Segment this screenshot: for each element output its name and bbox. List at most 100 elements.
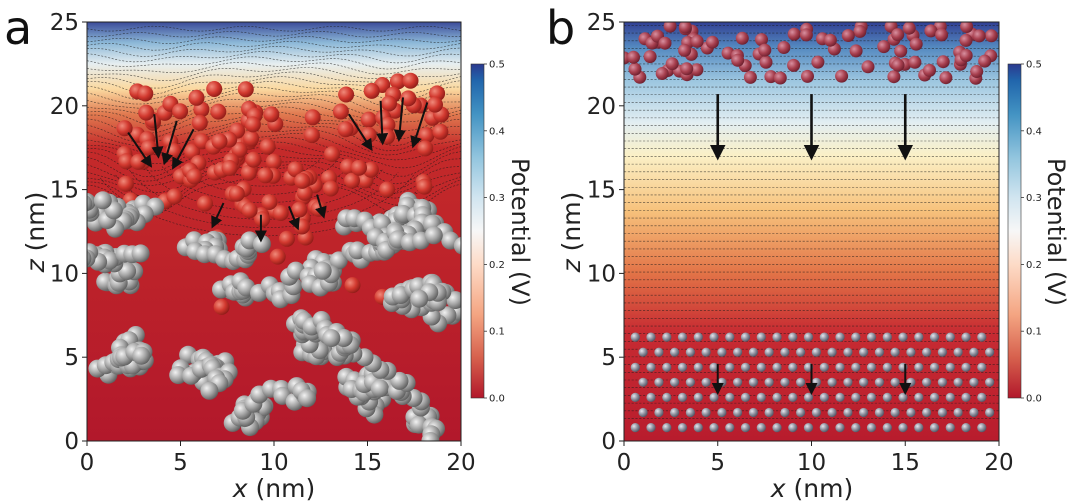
electrode-atom bbox=[685, 377, 696, 387]
ion-sphere bbox=[254, 211, 271, 228]
panel-b-atoms bbox=[624, 22, 998, 433]
ion-sphere bbox=[923, 63, 936, 77]
ion-sphere bbox=[735, 31, 749, 45]
electrode-atom bbox=[843, 407, 853, 418]
electrode-atom bbox=[780, 377, 790, 387]
ion-sphere bbox=[853, 24, 867, 38]
ion-sphere bbox=[137, 85, 154, 102]
electrode-atom bbox=[662, 423, 672, 433]
ion-sphere bbox=[338, 86, 355, 103]
electrode-atom bbox=[662, 392, 672, 402]
ion-sphere bbox=[427, 96, 443, 113]
ion-sphere bbox=[823, 33, 837, 47]
electrode-atom bbox=[748, 347, 759, 357]
electrode-atom bbox=[421, 432, 440, 441]
electrode-atom bbox=[945, 332, 955, 342]
electrode-atom bbox=[969, 377, 979, 387]
ion-sphere bbox=[678, 43, 692, 57]
equipotential-line bbox=[130, 172, 399, 220]
electrode-atom bbox=[788, 423, 798, 433]
electrode-atom bbox=[788, 392, 798, 402]
ion-sphere bbox=[418, 127, 435, 144]
equipotential-line bbox=[87, 81, 461, 102]
ion-sphere bbox=[269, 248, 286, 265]
ion-sphere bbox=[902, 22, 916, 35]
field-arrow bbox=[172, 128, 195, 170]
ion-sphere bbox=[138, 104, 155, 121]
ion-sphere bbox=[400, 90, 417, 107]
ion-sphere bbox=[231, 141, 248, 158]
ion-sphere bbox=[211, 133, 228, 150]
ion-sphere bbox=[432, 123, 449, 140]
electrode-atom bbox=[725, 423, 735, 433]
ion-sphere bbox=[257, 167, 274, 184]
electrode-atom bbox=[709, 392, 719, 402]
equipotential-line bbox=[87, 51, 461, 64]
electrode-atom bbox=[756, 362, 766, 372]
ion-sphere bbox=[360, 111, 377, 128]
electrode-atom bbox=[638, 407, 648, 418]
electrode-atom bbox=[977, 392, 987, 402]
panel-b-field-arrows bbox=[709, 94, 914, 396]
electrode-atom bbox=[788, 332, 798, 342]
electrode-atom bbox=[819, 332, 829, 342]
electrode-atom bbox=[851, 332, 861, 342]
equipotential-line bbox=[87, 31, 461, 38]
electrode-atom bbox=[630, 362, 640, 372]
ion-sphere bbox=[984, 29, 998, 43]
colorbar-tick-label: 0.2 bbox=[1026, 260, 1042, 271]
ion-sphere bbox=[278, 230, 295, 247]
ion-sphere bbox=[759, 55, 773, 69]
electrode-atom bbox=[977, 423, 987, 433]
x-tick-label: 0 bbox=[617, 450, 632, 476]
electrode-atom bbox=[985, 347, 995, 357]
ion-sphere bbox=[627, 50, 640, 64]
ion-sphere bbox=[801, 69, 814, 83]
electrode-atom bbox=[803, 392, 814, 402]
panel-a-xlabel: x (nm) bbox=[232, 474, 315, 503]
electrode-atom bbox=[132, 346, 151, 365]
panel-b-x-ticks: 0 5 10 15 20 bbox=[617, 441, 1014, 476]
ion-sphere bbox=[322, 180, 339, 197]
electrode-atom bbox=[898, 423, 908, 433]
electrode-atom bbox=[874, 407, 885, 418]
electrode-atom bbox=[709, 423, 719, 433]
panel-a-colorbar-ticks: 0.0 0.1 0.2 0.3 0.4 0.5 bbox=[484, 60, 505, 405]
equipotential-line bbox=[87, 25, 461, 32]
electrode-atom bbox=[733, 347, 743, 357]
electrode-atom bbox=[977, 332, 987, 342]
electrode-atom bbox=[937, 407, 948, 418]
ion-sphere bbox=[908, 55, 922, 69]
electrode-atom bbox=[772, 392, 782, 402]
electrode-atom bbox=[334, 329, 353, 347]
electrode-atom bbox=[370, 379, 389, 398]
electrode-atom bbox=[803, 332, 814, 342]
electrode-atom bbox=[882, 362, 892, 372]
electrode-atom bbox=[843, 347, 853, 357]
electrode-atom bbox=[693, 332, 703, 342]
ion-sphere bbox=[894, 44, 908, 58]
electrode-atom bbox=[906, 377, 916, 387]
equipotential-line bbox=[87, 136, 461, 172]
electrode-atom bbox=[796, 407, 806, 418]
ion-sphere bbox=[417, 140, 434, 157]
colorbar-tick-label: 0.5 bbox=[489, 60, 505, 71]
panel-a-colorbar-label: Potential (V) bbox=[506, 158, 534, 306]
ion-sphere bbox=[755, 33, 768, 47]
ion-sphere bbox=[680, 62, 694, 76]
ion-sphere bbox=[849, 44, 863, 58]
ion-sphere bbox=[381, 95, 397, 112]
electrode-atom bbox=[693, 423, 703, 433]
electrode-atom bbox=[670, 347, 680, 357]
electrode-atom bbox=[945, 423, 955, 433]
ion-sphere bbox=[705, 35, 719, 49]
electrode-atom bbox=[670, 377, 680, 387]
ion-sphere bbox=[240, 164, 257, 181]
equipotential-line bbox=[87, 67, 461, 82]
electrode-atom bbox=[906, 347, 916, 357]
field-arrow bbox=[151, 114, 164, 159]
ion-sphere bbox=[663, 22, 677, 33]
ion-sphere bbox=[116, 120, 133, 137]
electrode-atom bbox=[827, 347, 837, 357]
